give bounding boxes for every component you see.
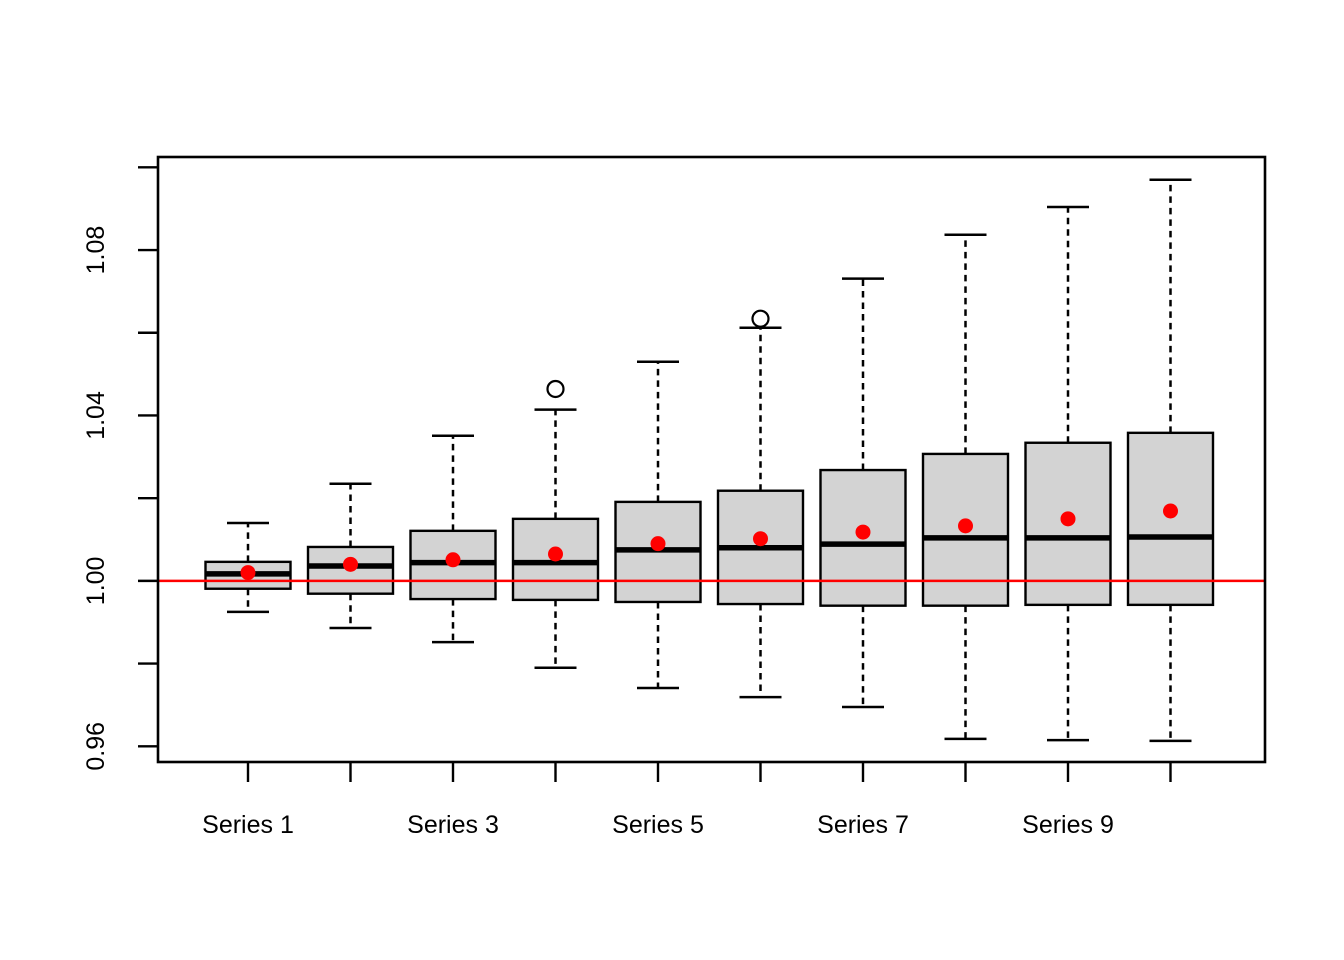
mean-dot-7 [855,524,871,540]
mean-dot-10 [1163,503,1178,519]
mean-dot-1 [240,565,256,581]
mean-dot-9 [1060,511,1076,527]
y-tick-label-1.04: 1.04 [82,391,110,440]
box-series-10 [1126,431,1215,607]
y-tick-label-0.96: 0.96 [82,722,110,771]
mean-dot-3 [445,552,461,568]
outlier-point-4-1 [546,379,565,399]
outlier-point-6-1 [751,309,770,328]
mean-dot-5 [650,536,666,552]
x-tick-label-series-5: Series 5 [612,811,704,839]
x-tick-label-series-9: Series 9 [1022,811,1114,839]
x-tick-label-series-1: Series 1 [202,811,294,839]
mean-dot-2 [343,556,358,572]
mean-dot-6 [753,531,768,547]
plot-border [156,155,1267,764]
mean-dot-4 [548,546,563,562]
x-tick-label-series-3: Series 3 [407,811,499,839]
mean-dot-8 [958,518,973,534]
y-tick-label-1.00: 1.00 [82,557,110,606]
y-tick-label-1.08: 1.08 [82,226,110,275]
x-tick-label-series-7: Series 7 [817,811,909,839]
